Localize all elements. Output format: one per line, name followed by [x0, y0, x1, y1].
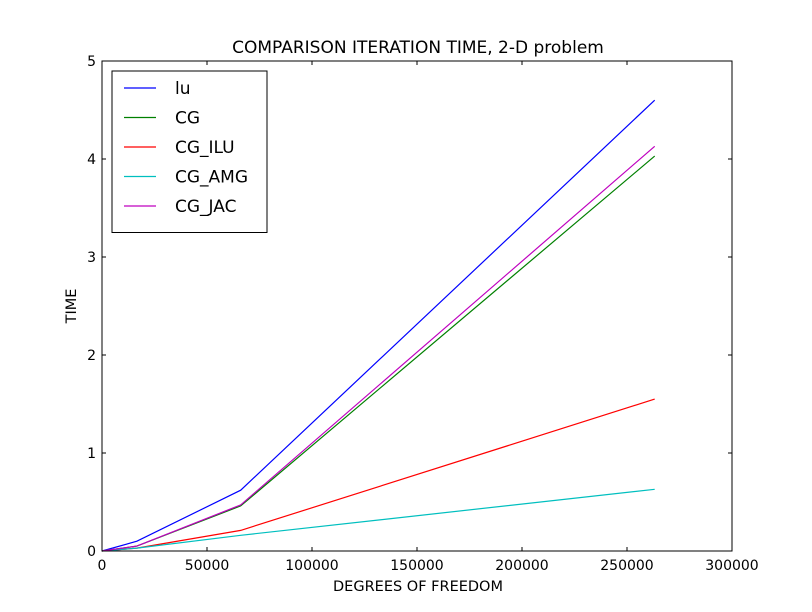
series-lines: [101, 99, 656, 552]
x-tick-label: 50000: [185, 558, 230, 574]
legend-label: lu: [175, 79, 191, 99]
series-line-lu: [101, 99, 656, 552]
x-tick-label: 0: [98, 558, 107, 574]
series-line-cg-jac: [101, 145, 656, 552]
series-line-cg-ilu: [101, 398, 655, 552]
x-tick-label: 200000: [495, 558, 548, 574]
x-axis-title: DEGREES OF FREEDOM: [333, 579, 503, 595]
x-tick-label: 100000: [285, 558, 338, 574]
plot-area-frame: [101, 60, 733, 552]
series-line-cg-amg: [101, 488, 655, 552]
x-tick-label: 300000: [705, 558, 758, 574]
chart-title: COMPARISON ITERATION TIME, 2-D problem: [232, 38, 604, 58]
legend: lu CG CG_ILU CG_AMG CG_JAC: [111, 70, 268, 233]
axis-ticks: 0 50000 100000 150000 200000 250000 300000 0 1 2 3…: [87, 54, 759, 574]
legend-label: CG_AMG: [175, 168, 248, 188]
y-axis-title: TIME: [64, 289, 80, 325]
legend-label: CG: [175, 109, 200, 129]
y-tick-label: 2: [87, 348, 96, 364]
y-tick-label: 0: [87, 544, 96, 560]
y-tick-label: 4: [87, 152, 96, 168]
y-tick-label: 1: [87, 446, 96, 462]
legend-label: CG_JAC: [175, 197, 236, 217]
y-tick-label: 3: [87, 250, 96, 266]
legend-label: CG_ILU: [175, 138, 235, 158]
x-tick-label: 250000: [600, 558, 653, 574]
y-tick-label: 5: [87, 54, 96, 70]
x-tick-label: 150000: [390, 558, 443, 574]
